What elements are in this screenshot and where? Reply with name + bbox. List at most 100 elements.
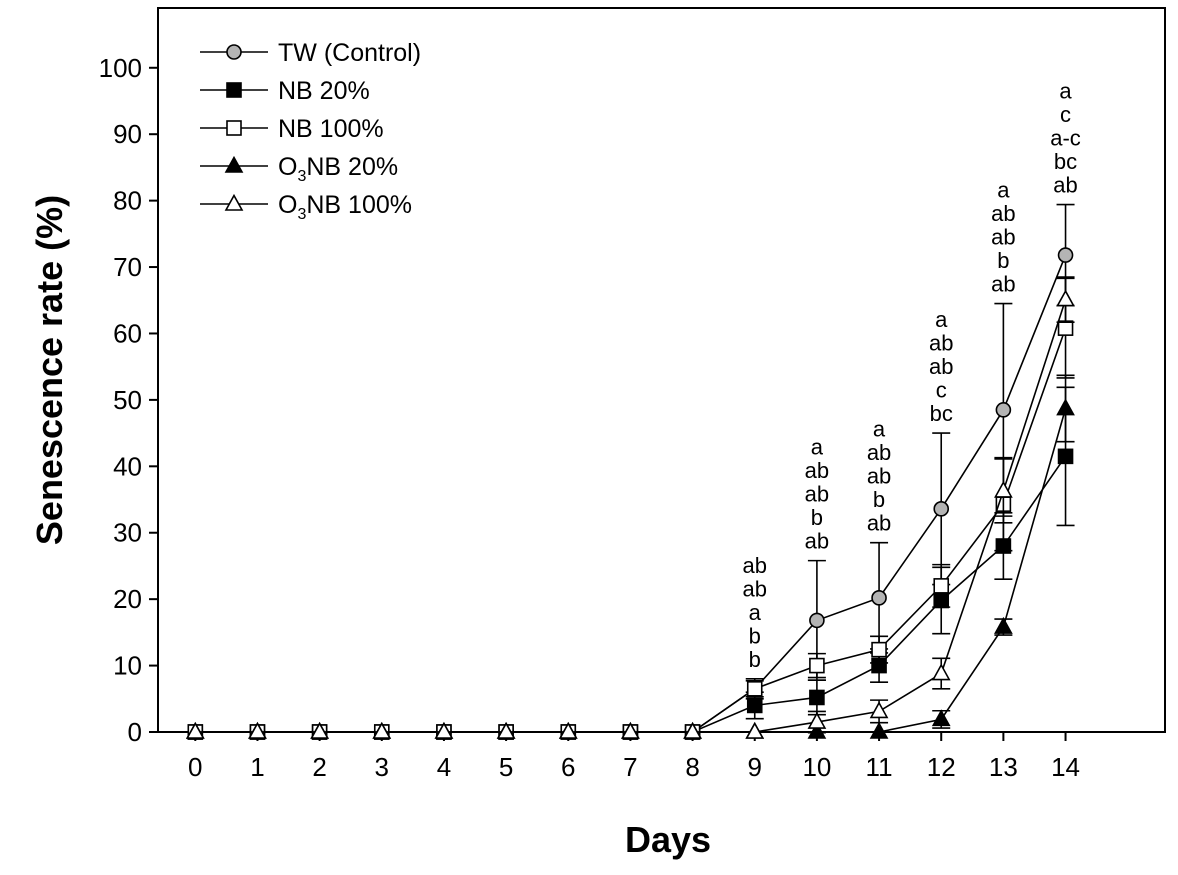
legend-label: TW (Control) bbox=[278, 39, 421, 67]
data-point bbox=[933, 578, 950, 594]
significance-letter: a-c bbox=[1050, 126, 1081, 151]
legend-item: O3NB 100% bbox=[200, 191, 412, 223]
x-tick-label: 9 bbox=[748, 752, 762, 782]
legend-marker bbox=[224, 193, 244, 211]
significance-letter: b bbox=[749, 647, 761, 672]
significance-letter: ab bbox=[805, 529, 829, 554]
data-point bbox=[809, 689, 825, 706]
data-point bbox=[995, 402, 1012, 418]
data-point bbox=[434, 721, 454, 739]
legend-marker bbox=[226, 120, 242, 136]
data-point bbox=[248, 721, 267, 739]
y-tick-label: 10 bbox=[113, 651, 142, 681]
legend-marker bbox=[226, 44, 242, 60]
significance-letter: b bbox=[749, 623, 761, 648]
significance-letter: b bbox=[997, 248, 1009, 273]
data-point bbox=[933, 501, 950, 517]
significance-letter: ab bbox=[929, 354, 953, 379]
data-point bbox=[185, 721, 205, 739]
y-axis-title: Senescence rate (%) bbox=[29, 195, 70, 545]
significance-letter: b bbox=[811, 505, 823, 530]
x-tick-label: 6 bbox=[561, 752, 575, 782]
x-tick-label: 3 bbox=[375, 752, 389, 782]
data-point bbox=[1057, 320, 1074, 336]
x-axis-title: Days bbox=[625, 819, 711, 860]
significance-letter: a bbox=[1059, 79, 1072, 104]
significance-letter: ab bbox=[867, 440, 891, 465]
y-tick-label: 80 bbox=[113, 186, 142, 216]
x-tick-label: 12 bbox=[927, 752, 956, 782]
x-tick-label: 8 bbox=[685, 752, 699, 782]
y-tick-label: 50 bbox=[113, 385, 142, 415]
y-tick-label: 100 bbox=[99, 53, 142, 83]
legend-label: NB 20% bbox=[278, 77, 370, 105]
data-point bbox=[994, 616, 1013, 634]
significance-letter: ab bbox=[1053, 173, 1077, 198]
x-tick-label: 1 bbox=[250, 752, 264, 782]
data-point bbox=[807, 711, 827, 729]
data-point bbox=[869, 701, 889, 719]
data-point bbox=[1056, 289, 1075, 307]
significance-letter: ab bbox=[991, 225, 1015, 250]
significance-letter: a bbox=[749, 600, 762, 625]
significance-letter: ab bbox=[867, 511, 891, 536]
legend: TW (Control) NB 20% NB 100% O3NB 20% O3NB 10… bbox=[200, 39, 421, 223]
series-line bbox=[195, 408, 1067, 733]
legend-label: NB 100% bbox=[278, 115, 384, 143]
x-tick-label: 5 bbox=[499, 752, 513, 782]
x-tick-label: 14 bbox=[1051, 752, 1080, 782]
data-point bbox=[931, 663, 951, 681]
data-point bbox=[745, 721, 765, 739]
y-tick-label: 30 bbox=[113, 518, 142, 548]
data-point bbox=[871, 641, 887, 658]
y-tick-label: 40 bbox=[113, 451, 142, 481]
significance-letter: bc bbox=[1054, 149, 1077, 174]
significance-labels: abababbaababbabaababbabaababcbcaababbaba… bbox=[742, 79, 1080, 672]
legend-item: NB 100% bbox=[200, 115, 384, 143]
y-tick-label: 20 bbox=[113, 584, 142, 614]
y-axis: 0 10 20 30 40 50 60 70 80 90 100 bbox=[99, 53, 158, 747]
legend-marker bbox=[224, 155, 244, 173]
x-tick-label: 11 bbox=[866, 752, 893, 782]
y-tick-label: 60 bbox=[113, 318, 142, 348]
data-point bbox=[746, 697, 763, 714]
significance-letter: ab bbox=[867, 464, 891, 489]
data-point bbox=[994, 480, 1013, 498]
x-tick-label: 2 bbox=[312, 752, 326, 782]
significance-letter: bc bbox=[930, 401, 953, 426]
y-tick-label: 0 bbox=[128, 717, 142, 747]
legend-item: TW (Control) bbox=[200, 39, 421, 67]
y-tick-label: 70 bbox=[113, 252, 142, 282]
x-tick-label: 7 bbox=[623, 752, 637, 782]
significance-letter: a bbox=[997, 178, 1010, 203]
data-point bbox=[621, 721, 640, 739]
series-o3nb-100 bbox=[185, 276, 1075, 739]
data-point bbox=[496, 721, 516, 739]
x-tick-label: 10 bbox=[802, 752, 831, 782]
significance-letter: c bbox=[936, 378, 947, 403]
data-point bbox=[310, 721, 329, 739]
data-point bbox=[871, 590, 887, 606]
data-point bbox=[1057, 247, 1074, 263]
data-point bbox=[869, 721, 889, 739]
data-point bbox=[1056, 398, 1075, 416]
legend-item: O3NB 20% bbox=[200, 153, 398, 185]
legend-marker bbox=[226, 82, 242, 98]
significance-letter: ab bbox=[991, 201, 1015, 226]
x-tick-label: 4 bbox=[437, 752, 451, 782]
significance-letter: ab bbox=[805, 482, 829, 507]
data-point bbox=[683, 721, 702, 739]
significance-letter: b bbox=[873, 487, 885, 512]
data-point bbox=[931, 709, 951, 727]
significance-letter: c bbox=[1060, 102, 1071, 127]
data-point bbox=[809, 612, 825, 629]
data-point bbox=[1057, 448, 1074, 465]
data-point bbox=[809, 657, 825, 674]
data-point bbox=[558, 721, 578, 739]
x-tick-label: 0 bbox=[188, 752, 202, 782]
significance-letter: ab bbox=[742, 576, 766, 601]
significance-letter: a bbox=[811, 435, 824, 460]
significance-letter: a bbox=[935, 307, 948, 332]
legend-label: O3NB 20% bbox=[278, 153, 398, 185]
